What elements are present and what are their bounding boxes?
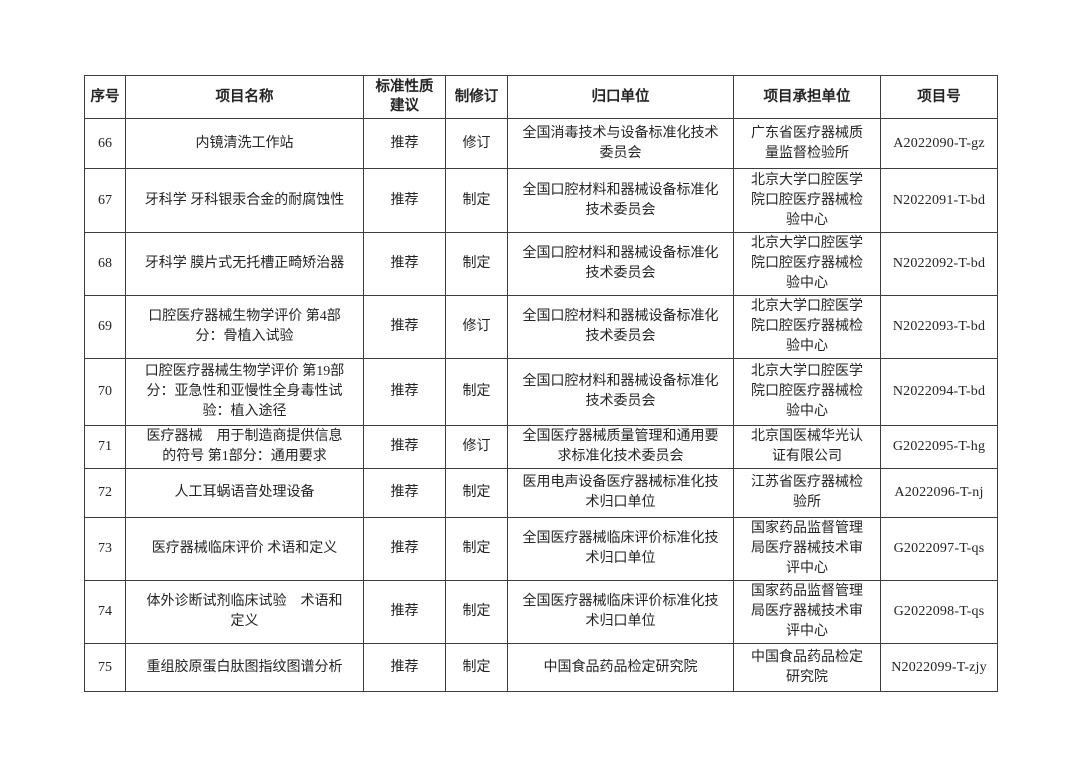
cell-competent-unit: 中国食品药品检定研究院 bbox=[507, 643, 734, 692]
cell-project-code: A2022090-T-gz bbox=[880, 118, 998, 169]
cell-undertaking-unit: 北京大学口腔医学 院口腔医疗器械检 验中心 bbox=[733, 168, 881, 233]
cell-standard-nature: 推荐 bbox=[363, 232, 446, 296]
cell-revision-type: 制定 bbox=[445, 358, 508, 426]
cell-project-code: N2022094-T-bd bbox=[880, 358, 998, 426]
table-row-69: 69 口腔医疗器械生物学评价 第4部 分：骨植入试验 推荐 修订 全国口腔材料和… bbox=[84, 295, 998, 359]
cell-revision-type: 制定 bbox=[445, 517, 508, 581]
table-row-70: 70 口腔医疗器械生物学评价 第19部 分：亚急性和亚慢性全身毒性试 验：植入途… bbox=[84, 358, 998, 426]
cell-undertaking-unit: 北京大学口腔医学 院口腔医疗器械检 验中心 bbox=[733, 232, 881, 296]
table-body: 66 内镜清洗工作站 推荐 修订 全国消毒技术与设备标准化技术 委员会 广东省医… bbox=[84, 118, 998, 692]
col-header-index: 序号 bbox=[84, 75, 126, 119]
cell-standard-nature: 推荐 bbox=[363, 168, 446, 233]
cell-standard-nature: 推荐 bbox=[363, 643, 446, 692]
cell-project-code: N2022093-T-bd bbox=[880, 295, 998, 359]
cell-competent-unit: 医用电声设备医疗器械标准化技 术归口单位 bbox=[507, 468, 734, 518]
cell-undertaking-unit: 广东省医疗器械质 量监督检验所 bbox=[733, 118, 881, 169]
cell-project-name: 医疗器械临床评价 术语和定义 bbox=[125, 517, 364, 581]
cell-undertaking-unit: 江苏省医疗器械检 验所 bbox=[733, 468, 881, 518]
cell-standard-nature: 推荐 bbox=[363, 517, 446, 581]
cell-index: 74 bbox=[84, 580, 126, 644]
cell-revision-type: 制定 bbox=[445, 168, 508, 233]
col-header-project-code: 项目号 bbox=[880, 75, 998, 119]
cell-standard-nature: 推荐 bbox=[363, 468, 446, 518]
cell-undertaking-unit: 北京大学口腔医学 院口腔医疗器械检 验中心 bbox=[733, 358, 881, 426]
cell-project-name: 内镜清洗工作站 bbox=[125, 118, 364, 169]
cell-revision-type: 制定 bbox=[445, 232, 508, 296]
cell-index: 73 bbox=[84, 517, 126, 581]
cell-competent-unit: 全国口腔材料和器械设备标准化 技术委员会 bbox=[507, 295, 734, 359]
table-row-73: 73 医疗器械临床评价 术语和定义 推荐 制定 全国医疗器械临床评价标准化技 术… bbox=[84, 517, 998, 581]
cell-index: 67 bbox=[84, 168, 126, 233]
cell-project-code: A2022096-T-nj bbox=[880, 468, 998, 518]
cell-project-code: N2022099-T-zjy bbox=[880, 643, 998, 692]
cell-standard-nature: 推荐 bbox=[363, 295, 446, 359]
cell-index: 72 bbox=[84, 468, 126, 518]
cell-project-name: 口腔医疗器械生物学评价 第4部 分：骨植入试验 bbox=[125, 295, 364, 359]
cell-index: 68 bbox=[84, 232, 126, 296]
cell-revision-type: 修订 bbox=[445, 118, 508, 169]
cell-index: 70 bbox=[84, 358, 126, 426]
cell-undertaking-unit: 北京大学口腔医学 院口腔医疗器械检 验中心 bbox=[733, 295, 881, 359]
cell-competent-unit: 全国口腔材料和器械设备标准化 技术委员会 bbox=[507, 232, 734, 296]
cell-competent-unit: 全国口腔材料和器械设备标准化 技术委员会 bbox=[507, 168, 734, 233]
cell-project-name: 牙科学 牙科银汞合金的耐腐蚀性 bbox=[125, 168, 364, 233]
cell-undertaking-unit: 国家药品监督管理 局医疗器械技术审 评中心 bbox=[733, 517, 881, 581]
cell-undertaking-unit: 国家药品监督管理 局医疗器械技术审 评中心 bbox=[733, 580, 881, 644]
cell-project-name: 牙科学 膜片式无托槽正畸矫治器 bbox=[125, 232, 364, 296]
cell-competent-unit: 全国医疗器械质量管理和通用要 求标准化技术委员会 bbox=[507, 425, 734, 469]
cell-competent-unit: 全国医疗器械临床评价标准化技 术归口单位 bbox=[507, 517, 734, 581]
table-row-72: 72 人工耳蜗语音处理设备 推荐 制定 医用电声设备医疗器械标准化技 术归口单位… bbox=[84, 468, 998, 518]
col-header-undertaking-unit: 项目承担单位 bbox=[733, 75, 881, 119]
cell-undertaking-unit: 北京国医械华光认 证有限公司 bbox=[733, 425, 881, 469]
col-header-revision-type: 制修订 bbox=[445, 75, 508, 119]
col-header-standard-nature: 标准性质 建议 bbox=[363, 75, 446, 119]
cell-standard-nature: 推荐 bbox=[363, 425, 446, 469]
standards-project-table: 序号 项目名称 标准性质 建议 制修订 归口单位 项目承担单位 项目号 66 内… bbox=[84, 75, 998, 692]
header-row: 序号 项目名称 标准性质 建议 制修订 归口单位 项目承担单位 项目号 bbox=[84, 75, 998, 119]
table-row-74: 74 体外诊断试剂临床试验 术语和 定义 推荐 制定 全国医疗器械临床评价标准化… bbox=[84, 580, 998, 644]
cell-index: 69 bbox=[84, 295, 126, 359]
cell-standard-nature: 推荐 bbox=[363, 358, 446, 426]
cell-competent-unit: 全国消毒技术与设备标准化技术 委员会 bbox=[507, 118, 734, 169]
cell-index: 71 bbox=[84, 425, 126, 469]
cell-revision-type: 制定 bbox=[445, 643, 508, 692]
table-row-67: 67 牙科学 牙科银汞合金的耐腐蚀性 推荐 制定 全国口腔材料和器械设备标准化 … bbox=[84, 168, 998, 233]
cell-competent-unit: 全国口腔材料和器械设备标准化 技术委员会 bbox=[507, 358, 734, 426]
cell-project-name: 口腔医疗器械生物学评价 第19部 分：亚急性和亚慢性全身毒性试 验：植入途径 bbox=[125, 358, 364, 426]
cell-project-name: 重组胶原蛋白肽图指纹图谱分析 bbox=[125, 643, 364, 692]
cell-project-code: G2022098-T-qs bbox=[880, 580, 998, 644]
cell-revision-type: 修订 bbox=[445, 295, 508, 359]
table-row-71: 71 医疗器械 用于制造商提供信息 的符号 第1部分：通用要求 推荐 修订 全国… bbox=[84, 425, 998, 469]
cell-project-code: N2022091-T-bd bbox=[880, 168, 998, 233]
cell-standard-nature: 推荐 bbox=[363, 580, 446, 644]
cell-revision-type: 修订 bbox=[445, 425, 508, 469]
cell-undertaking-unit: 中国食品药品检定 研究院 bbox=[733, 643, 881, 692]
cell-competent-unit: 全国医疗器械临床评价标准化技 术归口单位 bbox=[507, 580, 734, 644]
cell-project-name: 人工耳蜗语音处理设备 bbox=[125, 468, 364, 518]
col-header-project-name: 项目名称 bbox=[125, 75, 364, 119]
cell-project-name: 体外诊断试剂临床试验 术语和 定义 bbox=[125, 580, 364, 644]
table-row-68: 68 牙科学 膜片式无托槽正畸矫治器 推荐 制定 全国口腔材料和器械设备标准化 … bbox=[84, 232, 998, 296]
cell-project-name: 医疗器械 用于制造商提供信息 的符号 第1部分：通用要求 bbox=[125, 425, 364, 469]
cell-revision-type: 制定 bbox=[445, 580, 508, 644]
cell-project-code: N2022092-T-bd bbox=[880, 232, 998, 296]
table-header: 序号 项目名称 标准性质 建议 制修订 归口单位 项目承担单位 项目号 bbox=[84, 75, 998, 119]
cell-project-code: G2022097-T-qs bbox=[880, 517, 998, 581]
cell-standard-nature: 推荐 bbox=[363, 118, 446, 169]
cell-index: 75 bbox=[84, 643, 126, 692]
cell-revision-type: 制定 bbox=[445, 468, 508, 518]
col-header-competent-unit: 归口单位 bbox=[507, 75, 734, 119]
table-row-66: 66 内镜清洗工作站 推荐 修订 全国消毒技术与设备标准化技术 委员会 广东省医… bbox=[84, 118, 998, 169]
table-row-75: 75 重组胶原蛋白肽图指纹图谱分析 推荐 制定 中国食品药品检定研究院 中国食品… bbox=[84, 643, 998, 692]
cell-project-code: G2022095-T-hg bbox=[880, 425, 998, 469]
cell-index: 66 bbox=[84, 118, 126, 169]
